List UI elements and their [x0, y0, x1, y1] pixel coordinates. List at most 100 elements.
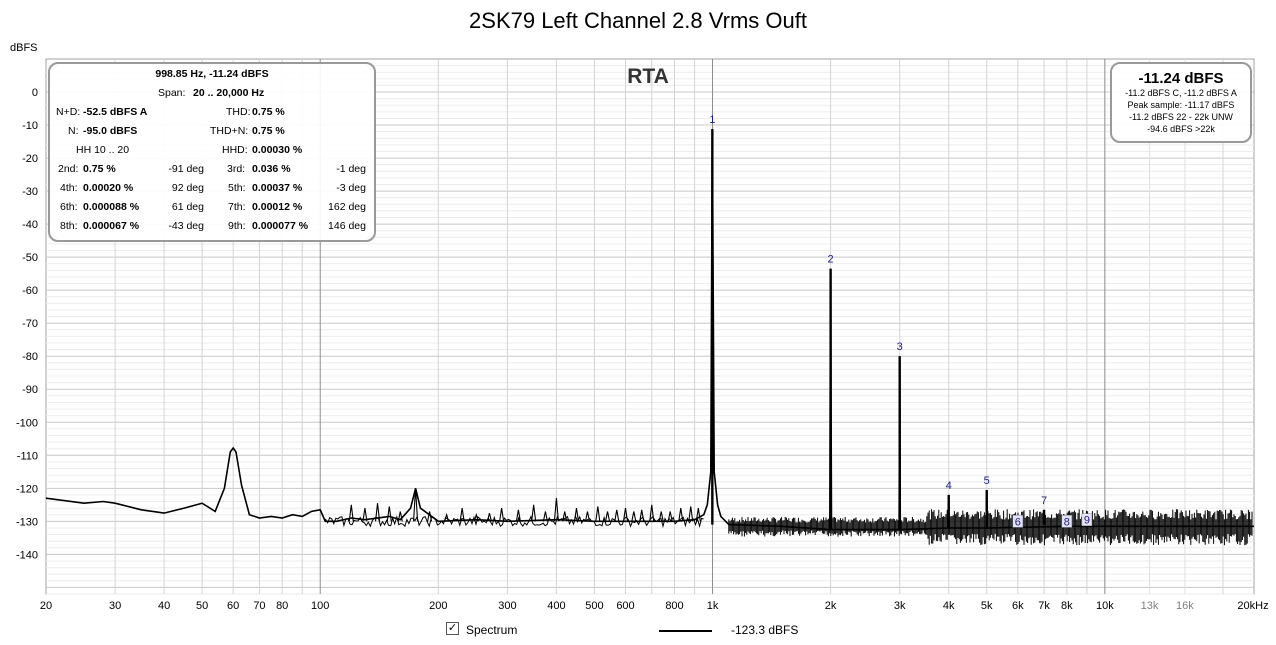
x-tick-label: 50: [196, 600, 208, 612]
harmonic-marker-label[interactable]: 3: [897, 341, 903, 353]
distortion-stats-panel[interactable]: 998.85 Hz, -11.24 dBFS Span: 20 .. 20,00…: [48, 62, 376, 242]
n-label: N:: [68, 125, 79, 137]
harmonic-marker-box: [1061, 515, 1073, 528]
hh-label: HH 10 .. 20: [76, 144, 130, 156]
x-tick-label: 6k: [1012, 600, 1024, 612]
harmonic-phase: -1 deg: [336, 163, 366, 175]
harmonic-value: 0.00012 %: [252, 201, 303, 213]
harmonic-phase: -91 deg: [168, 163, 204, 175]
x-tick-label: 200: [429, 600, 447, 612]
harmonic-label: 7th:: [228, 201, 246, 213]
x-tick-label: 800: [665, 600, 683, 612]
level-line: -11.2 dBFS C, -11.2 dBFS A: [1125, 88, 1237, 98]
spur: [614, 509, 620, 522]
x-tick-label: 16k: [1176, 600, 1194, 612]
hhd-value: 0.00030 %: [252, 144, 303, 156]
n-value: -95.0 dBFS: [83, 125, 138, 137]
harmonic-marker-label[interactable]: 6: [1015, 516, 1021, 528]
y-tick-label: -100: [16, 417, 38, 429]
spur: [348, 504, 354, 522]
harmonic-marker-label[interactable]: 1: [709, 114, 715, 126]
legend-label: Spectrum: [466, 623, 518, 637]
y-tick-label: -80: [22, 351, 38, 363]
spur: [459, 508, 465, 522]
harmonic-phase: 162 deg: [328, 201, 366, 213]
x-tick-labels: 20 30 40 50 60 70 80 100 200 300 400 500 600 800 1k 2k 3…: [40, 600, 1269, 612]
spectrum-checkbox[interactable]: ✓: [446, 622, 459, 635]
x-tick-label: 4k: [943, 600, 955, 612]
stats-header: 998.85 Hz, -11.24 dBFS: [155, 68, 269, 80]
harmonic-phase: -3 deg: [336, 182, 366, 194]
level-line: Peak sample: -11.17 dBFS: [1127, 100, 1235, 110]
x-tick-label: 30: [109, 600, 121, 612]
y-tick-label: -120: [16, 483, 38, 495]
harmonic-marker-label[interactable]: 7: [1041, 495, 1047, 507]
harmonic-marker-label[interactable]: 9: [1084, 515, 1090, 527]
hhd-label: HHD:: [222, 144, 248, 156]
x-tick-label: 600: [616, 600, 634, 612]
x-tick-label: 2k: [825, 600, 837, 612]
spectrum-trace: [45, 129, 1254, 546]
harmonic-label: 4th:: [60, 182, 78, 194]
harmonic-markers: 1 2 3 4 5 6 7 8 9: [709, 114, 1093, 528]
spur: [605, 511, 611, 522]
x-tick-label: 10k: [1096, 600, 1114, 612]
legend-value: -123.3 dBFS: [731, 623, 799, 637]
harmonic-value: 0.000077 %: [252, 220, 309, 232]
harmonic-marker-label[interactable]: 2: [828, 254, 834, 266]
legend-line-swatch: [659, 630, 712, 632]
harmonic-label: 3rd:: [227, 163, 246, 175]
spur: [678, 508, 684, 522]
spur: [413, 488, 419, 522]
x-tick-label: 100: [311, 600, 329, 612]
y-tick-label: -110: [17, 450, 38, 462]
x-tick-label: 40: [158, 600, 170, 612]
level-line: -94.6 dBFS >22k: [1147, 124, 1215, 134]
harmonic-phase: 146 deg: [328, 220, 366, 232]
x-tick-label: 80: [276, 600, 288, 612]
y-tick-label: -70: [22, 318, 38, 330]
chart-title: 2SK79 Left Channel 2.8 Vrms Ouft: [469, 8, 807, 33]
spur: [362, 508, 368, 522]
y-tick-label: -30: [22, 186, 38, 198]
harmonic-value: 0.00037 %: [252, 182, 303, 194]
harmonic-label: 2nd:: [58, 163, 79, 175]
x-tick-label: 13k: [1141, 600, 1159, 612]
spur: [386, 506, 392, 522]
span-value: 20 .. 20,000 Hz: [193, 87, 265, 99]
y-tick-label: -60: [22, 285, 38, 297]
harmonic-marker-box: [1081, 513, 1093, 526]
spur: [584, 511, 591, 522]
spur: [688, 506, 694, 522]
spur: [531, 504, 537, 522]
harmonic-marker-label[interactable]: 5: [984, 475, 990, 487]
rta-label: RTA: [627, 65, 669, 88]
noise-ripple: [323, 514, 704, 529]
y-tick-labels: 0 -10 -20 -30 -40 -50 -60 -70 -80 -90 -100 -110 -120…: [16, 87, 38, 561]
y-tick-label: -130: [16, 516, 38, 528]
y-axis-label: dBFS: [10, 42, 38, 54]
spur: [553, 498, 559, 522]
spur: [658, 511, 664, 522]
nd-label: N+D:: [56, 106, 81, 118]
level-line: -11.2 dBFS 22 - 22k UNW: [1129, 112, 1233, 122]
x-tick-label: 300: [498, 600, 516, 612]
harmonic-marker-label[interactable]: 8: [1064, 516, 1070, 528]
thd-value: 0.75 %: [252, 106, 285, 118]
x-tick-label: 500: [585, 600, 603, 612]
thdn-label: THD+N:: [210, 125, 249, 137]
spur: [515, 509, 521, 522]
harmonic-marker-label[interactable]: 4: [946, 480, 952, 492]
level-readout-panel[interactable]: -11.24 dBFS -11.2 dBFS C, -11.2 dBFS A P…: [1110, 62, 1252, 143]
x-tick-label: 8k: [1061, 600, 1073, 612]
harmonic-label: 5th:: [228, 182, 246, 194]
x-tick-label: 3k: [894, 600, 906, 612]
x-tick-label: 7k: [1038, 600, 1050, 612]
x-tick-label: 1k: [707, 600, 719, 612]
harmonic-phase: 61 deg: [171, 201, 204, 213]
x-tick-label: 20kHz: [1237, 600, 1268, 612]
x-tick-label: 70: [253, 600, 265, 612]
harmonic-label: 8th:: [60, 220, 78, 232]
harmonic-value: 0.00020 %: [83, 182, 134, 194]
